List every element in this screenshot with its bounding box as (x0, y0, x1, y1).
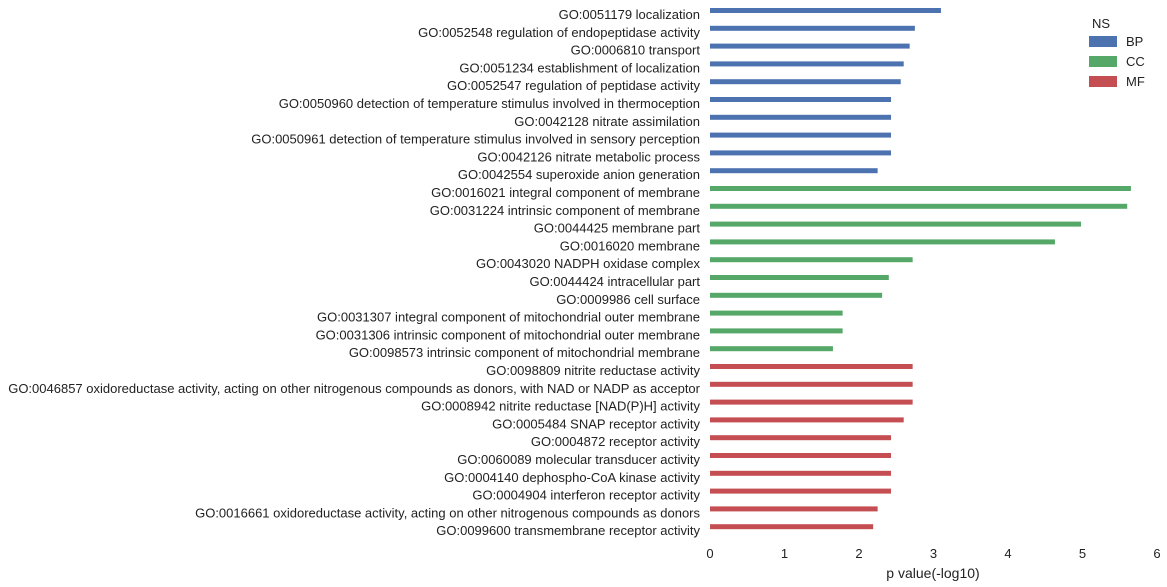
category-label: GO:0042126 nitrate metabolic process (477, 149, 700, 164)
category-label: GO:0099600 transmembrane receptor activi… (436, 523, 700, 538)
bar-mf (710, 364, 913, 369)
bar-mf (710, 506, 878, 512)
x-tick-label: 5 (1079, 546, 1086, 561)
category-label: GO:0052548 regulation of endopeptidase a… (418, 25, 700, 40)
category-label: GO:0043020 NADPH oxidase complex (476, 256, 701, 271)
x-axis-title: p value(-log10) (886, 565, 979, 581)
bar-cc (710, 292, 883, 298)
legend-title: NS (1092, 16, 1110, 31)
category-label: GO:0042128 nitrate assimilation (514, 114, 700, 129)
category-label: GO:0051234 establishment of localization (459, 60, 700, 75)
legend-label-cc: CC (1126, 54, 1145, 69)
bar-cc (710, 186, 1131, 191)
bar-mf (710, 381, 913, 387)
bar-cc (710, 239, 1055, 245)
bar-bp (710, 61, 904, 67)
x-tick-label: 2 (855, 546, 862, 561)
category-label: GO:0050961 detection of temperature stim… (251, 132, 700, 147)
bar-bp (710, 8, 941, 13)
category-label: GO:0016661 oxidoreductase activity, acti… (195, 505, 700, 520)
category-label: GO:0031306 intrinsic component of mitoch… (316, 327, 700, 342)
category-label: GO:0046857 oxidoreductase activity, acti… (8, 381, 700, 396)
legend-label-bp: BP (1126, 34, 1143, 49)
x-tick-label: 0 (706, 546, 713, 561)
bar-mf (710, 488, 892, 494)
category-label: GO:0031224 intrinsic component of membra… (430, 203, 700, 218)
category-label: GO:0052547 regulation of peptidase activ… (447, 78, 700, 93)
bar-mf (710, 524, 874, 530)
category-label: GO:0044425 membrane part (534, 221, 701, 236)
bar-bp (710, 79, 901, 85)
bar-cc (710, 203, 1128, 209)
x-tick-label: 4 (1004, 546, 1011, 561)
category-label: GO:0006810 transport (571, 43, 701, 58)
bar-bp (710, 114, 892, 120)
legend-swatch-cc (1089, 56, 1117, 67)
bar-cc (710, 328, 843, 334)
bar-cc (710, 275, 889, 280)
category-label: GO:0098809 nitrite reductase activity (486, 363, 700, 378)
category-label: GO:0031307 integral component of mitocho… (317, 310, 700, 325)
bar-mf (710, 453, 892, 458)
x-tick-label: 3 (930, 546, 937, 561)
bar-bp (710, 97, 892, 102)
bar-bp (710, 168, 878, 174)
bar-mf (710, 399, 913, 405)
legend-swatch-bp (1089, 36, 1117, 47)
bar-bp (710, 132, 892, 138)
category-label: GO:0060089 molecular transducer activity (457, 452, 700, 467)
category-label: GO:0009986 cell surface (556, 292, 700, 307)
bars (710, 8, 1131, 530)
x-tick-label: 6 (1153, 546, 1160, 561)
category-label: GO:0044424 intracellular part (529, 274, 700, 289)
category-label: GO:0042554 superoxide anion generation (458, 167, 700, 182)
bar-mf (710, 470, 892, 476)
category-label: GO:0050960 detection of temperature stim… (279, 96, 700, 111)
category-label: GO:0098573 intrinsic component of mitoch… (349, 345, 700, 360)
x-axis: 0 1 2 3 4 5 6 (706, 546, 1160, 561)
bar-mf (710, 417, 904, 423)
category-label: GO:0005484 SNAP receptor activity (492, 416, 700, 431)
bar-bp (710, 25, 915, 31)
category-label: GO:0004140 dephospho-CoA kinase activity (444, 470, 700, 485)
category-label: GO:0016020 membrane (560, 238, 700, 253)
legend-label-mf: MF (1126, 74, 1145, 89)
bar-cc (710, 346, 833, 352)
category-label: GO:0016021 integral component of membran… (431, 185, 700, 200)
bar-mf (710, 435, 892, 441)
bar-cc (710, 310, 843, 316)
category-label: GO:0008942 nitrite reductase [NAD(P)H] a… (421, 399, 700, 414)
legend-swatch-mf (1089, 76, 1117, 87)
bar-bp (710, 150, 892, 156)
category-label: GO:0051179 localization (559, 7, 700, 22)
bar-cc (710, 257, 913, 263)
category-label: GO:0004904 interferon receptor activity (472, 488, 700, 503)
legend: NS BP CC MF (1089, 16, 1145, 89)
x-tick-label: 1 (781, 546, 788, 561)
category-labels: GO:0051179 localization GO:0052548 regula… (8, 7, 700, 538)
bar-cc (710, 221, 1082, 227)
category-label: GO:0004872 receptor activity (531, 434, 701, 449)
bar-bp (710, 43, 910, 49)
